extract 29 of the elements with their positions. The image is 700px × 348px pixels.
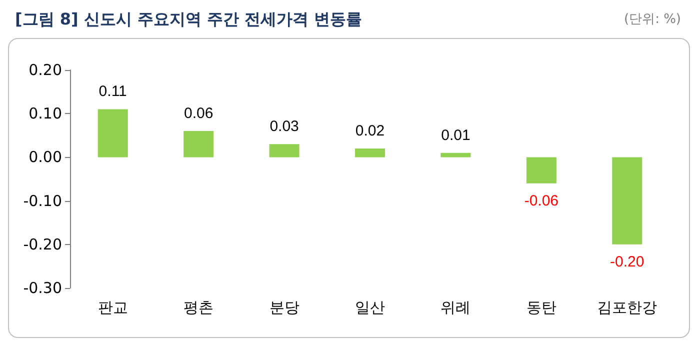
x-tick-label: 판교 — [98, 298, 128, 316]
chart-title: [그림 8] 신도시 주요지역 주간 전세가격 변동률 — [15, 10, 362, 28]
x-tick-label: 평촌 — [184, 298, 214, 316]
data-label: -0.20 — [610, 253, 644, 270]
data-label: 0.02 — [355, 122, 385, 140]
x-tick-label: 일산 — [355, 298, 385, 316]
x-tick-label: 동탄 — [526, 298, 556, 316]
bar — [355, 148, 385, 158]
bar — [184, 131, 214, 158]
bar — [98, 109, 128, 158]
x-tick-label: 김포한강 — [597, 298, 658, 316]
data-label: 0.11 — [98, 83, 127, 100]
y-tick-label: 0.20 — [28, 61, 62, 79]
data-label: 0.06 — [184, 105, 214, 122]
bar — [612, 157, 642, 244]
y-tick-label: -0.20 — [23, 235, 62, 254]
y-tick-label: 0.10 — [28, 104, 62, 123]
x-tick-label: 분당 — [269, 298, 300, 316]
y-tick-label: 0.00 — [28, 148, 62, 166]
bar — [526, 157, 556, 184]
data-label: 0.03 — [270, 118, 299, 136]
data-label: -0.06 — [524, 192, 559, 210]
bar — [440, 152, 471, 158]
x-tick-label: 위례 — [440, 298, 471, 316]
y-tick-label: -0.30 — [23, 279, 62, 297]
data-label: 0.01 — [441, 126, 470, 144]
bar — [269, 144, 300, 158]
chart-subtitle: (단위: %) — [624, 12, 682, 27]
y-tick-label: -0.10 — [23, 192, 62, 210]
